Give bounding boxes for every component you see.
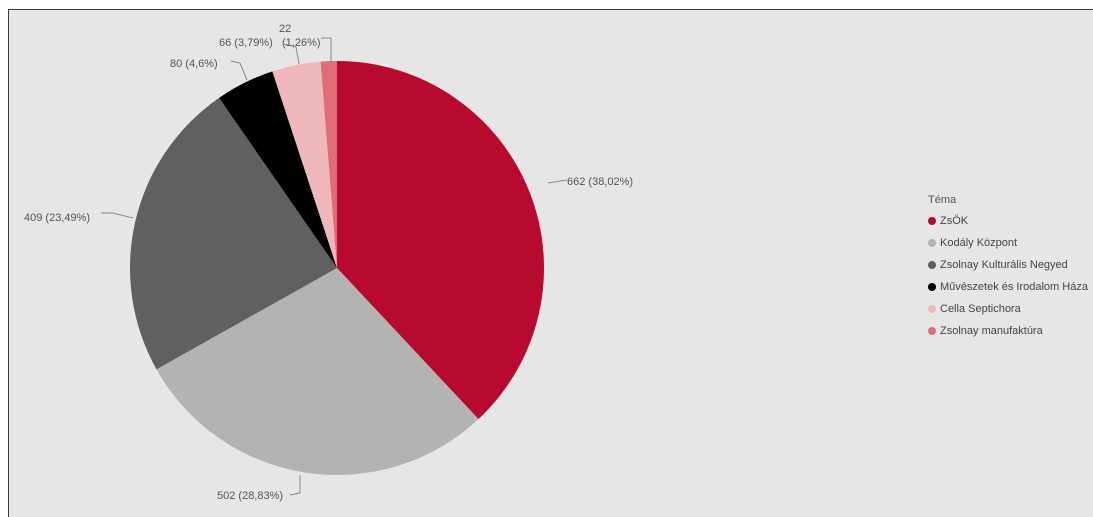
legend-item-zsolnay-manufaktura[interactable]: Zsolnay manufaktúra (928, 324, 1093, 339)
leader-line (101, 212, 134, 219)
pie-slice[interactable] (320, 61, 337, 268)
pie-slice[interactable] (272, 61, 337, 269)
legend-label: Kodály Központ (940, 236, 1018, 249)
legend-label: Cella Septichora (940, 303, 1021, 316)
legend-label: ZsÖK (940, 214, 969, 227)
leader-line (321, 37, 332, 62)
pie-slice[interactable] (129, 97, 337, 370)
legend-label: Művészetek és Irodalom Háza (940, 281, 1088, 294)
pie-slice[interactable] (337, 61, 544, 420)
pie-slices (129, 61, 544, 475)
leader-line (283, 43, 300, 65)
legend-label: Zsolnay Kulturális Negyed (940, 258, 1068, 271)
leader-lines (101, 37, 568, 496)
leader-line (230, 60, 248, 81)
legend-swatch (928, 305, 936, 314)
data-label: 502 (28,83%) (217, 490, 283, 502)
leader-line (289, 475, 301, 496)
leader-line (547, 179, 568, 184)
legend-item-zsolnay-kulturalis-negyed[interactable]: Zsolnay Kulturális Negyed (928, 257, 1093, 272)
pie-slice[interactable] (156, 268, 479, 475)
data-labels: 662 (38,02%) 502 (28,83%) 409 (23,49%) 80 (… (24, 23, 633, 502)
legend-swatch (928, 216, 936, 225)
legend-item-muveszetek-es-irodalom-haza[interactable]: Művészetek és Irodalom Háza (928, 280, 1093, 295)
legend-swatch (928, 327, 936, 336)
legend-item-kodaly-kozpont[interactable]: Kodály Központ (928, 235, 1093, 250)
legend-swatch (928, 260, 936, 269)
legend-swatch (928, 283, 936, 292)
data-label: 409 (23,49%) (24, 212, 90, 224)
data-label: 66 (3,79%) (219, 37, 273, 49)
data-label: 80 (4,6%) (170, 58, 218, 70)
legend-title: Téma (928, 194, 957, 206)
pie-slice[interactable] (219, 71, 337, 268)
data-label: 662 (38,02%) (567, 176, 633, 188)
legend-label: Zsolnay manufaktúra (940, 325, 1043, 338)
legend-item-zsok[interactable]: ZsÖK (928, 213, 1093, 228)
legend-item-cella-septichora[interactable]: Cella Septichora (928, 302, 1093, 317)
data-label: 22 (1,26%) (279, 23, 321, 49)
legend-swatch (928, 238, 936, 247)
legend: Téma ZsÖK Kodály Központ Zsolnay Kulturá… (928, 194, 1093, 346)
